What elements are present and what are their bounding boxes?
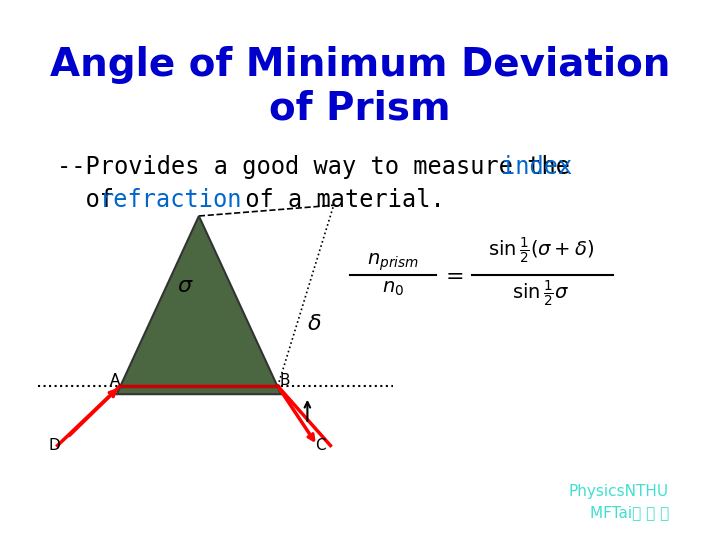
Text: $\delta$: $\delta$ (307, 314, 321, 334)
Text: $=$: $=$ (441, 265, 464, 286)
Text: of: of (58, 188, 129, 212)
Text: $\sin\frac{1}{2}\sigma$: $\sin\frac{1}{2}\sigma$ (513, 279, 570, 309)
Polygon shape (117, 216, 281, 394)
Text: $n_0$: $n_0$ (382, 279, 404, 299)
Text: D: D (48, 438, 60, 453)
Text: of Prism: of Prism (269, 89, 451, 127)
Text: $\sin\frac{1}{2}(\sigma+\delta)$: $\sin\frac{1}{2}(\sigma+\delta)$ (488, 236, 594, 266)
Text: refraction: refraction (100, 188, 243, 212)
Text: $n_{prism}$: $n_{prism}$ (367, 251, 419, 273)
Text: index: index (501, 156, 572, 179)
Text: of a material.: of a material. (231, 188, 445, 212)
Text: $\sigma$: $\sigma$ (177, 276, 194, 296)
Text: C: C (315, 438, 326, 453)
Text: B: B (279, 373, 289, 388)
Text: A: A (109, 373, 120, 388)
Text: Angle of Minimum Deviation: Angle of Minimum Deviation (50, 46, 670, 84)
Text: --Provides a good way to measure the: --Provides a good way to measure the (58, 156, 585, 179)
Text: PhysicsNTHU
MFTai戴 明 鳳: PhysicsNTHU MFTai戴 明 鳳 (569, 484, 669, 520)
